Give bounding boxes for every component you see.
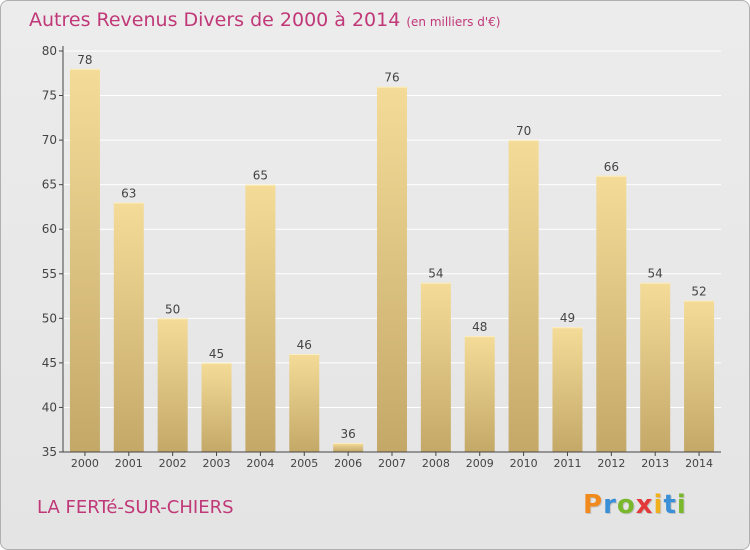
x-tick-label: 2001 (115, 457, 143, 470)
logo-letter: t (663, 490, 677, 520)
y-tick-label: 45 (42, 356, 57, 370)
value-label: 54 (648, 267, 663, 281)
axes (59, 46, 721, 456)
logo-letter: P (583, 490, 604, 520)
logo-letter: x (635, 490, 654, 520)
x-tick-label: 2007 (378, 457, 406, 470)
x-tick-label: 2000 (71, 457, 99, 470)
y-tick-label: 55 (42, 267, 57, 281)
value-label: 70 (516, 124, 531, 138)
x-tick-label: 2006 (334, 457, 362, 470)
y-tick-label: 50 (42, 311, 57, 325)
bar (289, 353, 320, 452)
bar (508, 140, 539, 452)
bars (69, 68, 715, 453)
value-label: 52 (691, 285, 706, 299)
value-label: 50 (165, 302, 180, 316)
labels: 35 40 45 50 55 60 65 70 75 80 78 2000 63 2001 50 2002 45… (42, 44, 713, 470)
bar (157, 318, 188, 452)
proxiti-logo-icon[interactable]: Proxiti (583, 490, 687, 520)
y-tick-label: 70 (42, 133, 57, 147)
x-tick-label: 2012 (597, 457, 625, 470)
bar (684, 300, 715, 452)
chart-title: Autres Revenus Divers de 2000 à 2014 (en … (29, 9, 500, 31)
x-tick-label: 2009 (466, 457, 494, 470)
value-label: 36 (340, 427, 355, 441)
y-tick-label: 75 (42, 89, 57, 103)
x-tick-label: 2008 (422, 457, 450, 470)
bar (333, 443, 364, 452)
x-tick-label: 2003 (203, 457, 231, 470)
value-label: 48 (472, 320, 487, 334)
value-label: 66 (604, 160, 619, 174)
y-tick-label: 40 (42, 400, 57, 414)
x-tick-label: 2004 (246, 457, 274, 470)
bar (464, 336, 495, 452)
x-tick-label: 2011 (553, 457, 581, 470)
y-tick-label: 35 (42, 445, 57, 459)
bar (201, 362, 232, 452)
value-label: 49 (560, 311, 575, 325)
bar (596, 175, 627, 452)
value-label: 78 (77, 53, 92, 67)
y-tick-label: 65 (42, 178, 57, 192)
value-label: 65 (253, 169, 268, 183)
x-tick-label: 2014 (685, 457, 713, 470)
value-label: 46 (297, 338, 312, 352)
value-label: 63 (121, 186, 136, 200)
x-tick-label: 2005 (290, 457, 318, 470)
bar (552, 327, 583, 452)
x-tick-label: 2010 (510, 457, 538, 470)
x-tick-label: 2002 (159, 457, 187, 470)
chart-title-text: Autres Revenus Divers de 2000 à 2014 (29, 9, 401, 31)
y-tick-label: 60 (42, 222, 57, 236)
bar (640, 282, 671, 452)
logo-letter: o (616, 490, 636, 520)
bar (69, 68, 100, 453)
place-name: LA FERTé-SUR-CHIERS (37, 497, 234, 518)
value-label: 76 (384, 71, 399, 85)
logo-letter: i (676, 490, 687, 520)
logo-letter: i (653, 490, 664, 520)
x-tick-label: 2013 (641, 457, 669, 470)
bar (113, 202, 144, 452)
bar (377, 86, 407, 453)
logo-letter: r (603, 490, 617, 520)
y-tick-label: 80 (42, 44, 57, 58)
bar (420, 282, 451, 452)
value-label: 54 (428, 267, 443, 281)
chart-subtitle: (en milliers d'€) (406, 15, 501, 29)
value-label: 45 (209, 347, 224, 361)
bar (245, 184, 276, 452)
